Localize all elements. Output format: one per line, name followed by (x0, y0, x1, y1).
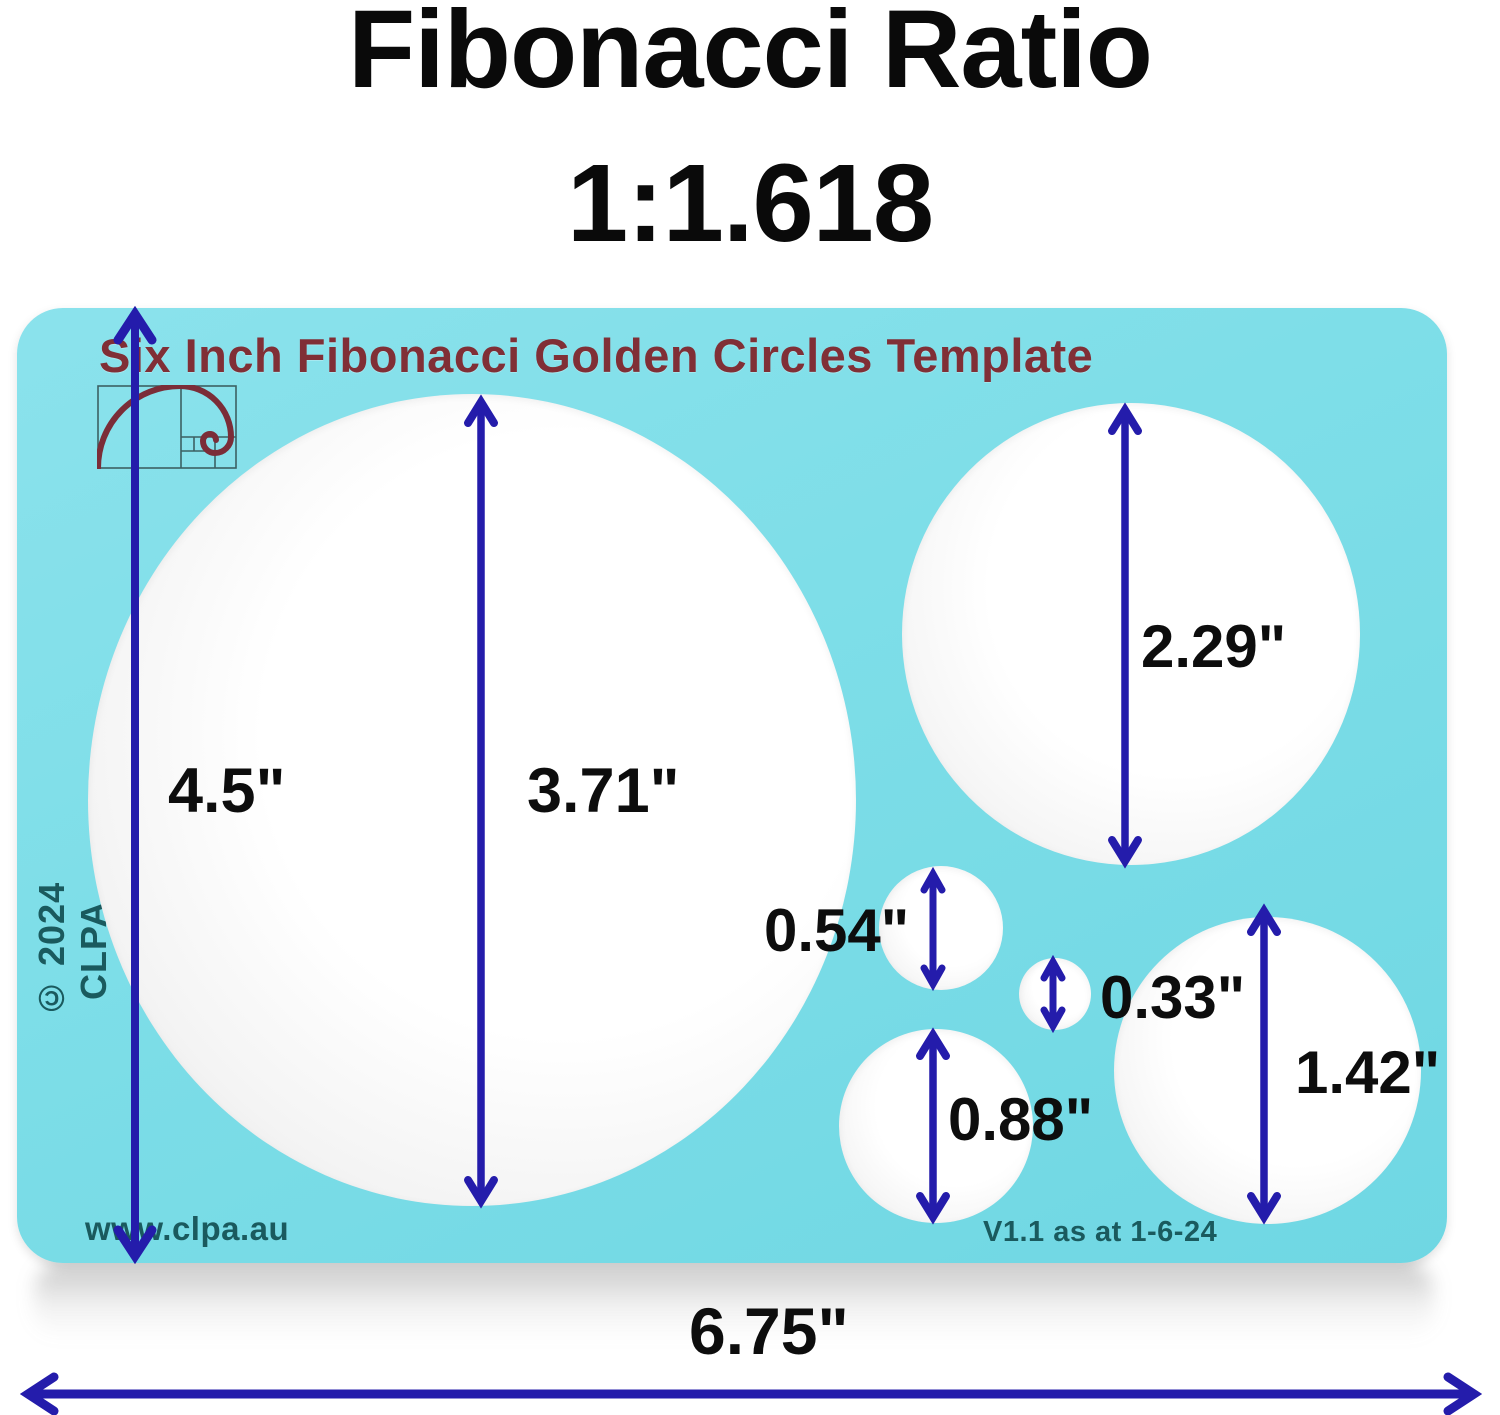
dim-label-circle-2-29: 2.29" (1141, 613, 1287, 680)
dim-label-circle-1-42: 1.42" (1295, 1039, 1441, 1106)
copyright-text: © 2024 CLPA (31, 881, 114, 1019)
website-url-text: www.clpa.au (85, 1210, 290, 1247)
version-text: V1.1 as at 1-6-24 (983, 1216, 1218, 1248)
dim-label-circle-0-88: 0.88" (948, 1086, 1094, 1153)
dim-label-circle-3-71: 3.71" (527, 756, 680, 826)
dim-label-template-height: 4.5" (168, 756, 286, 826)
fibonacci-spiral-icon (97, 385, 237, 469)
dim-label-template-width: 6.75" (689, 1294, 849, 1368)
dim-label-circle-0-33: 0.33" (1100, 964, 1246, 1031)
stencil-heading: Six Inch Fibonacci Golden Circles Templa… (99, 329, 1094, 382)
cutout-circle-0-33in (1019, 958, 1091, 1030)
dim-label-circle-0-54: 0.54" (764, 897, 910, 964)
page-title: Fibonacci Ratio 1:1.618 (0, 0, 1500, 260)
title-line-1: Fibonacci Ratio (348, 0, 1153, 111)
cutout-circle-2-29in (902, 403, 1360, 865)
stencil-drop-shadow (34, 1262, 1434, 1340)
title-line-2: 1:1.618 (566, 142, 934, 266)
golden-spiral-curve (97, 385, 235, 469)
